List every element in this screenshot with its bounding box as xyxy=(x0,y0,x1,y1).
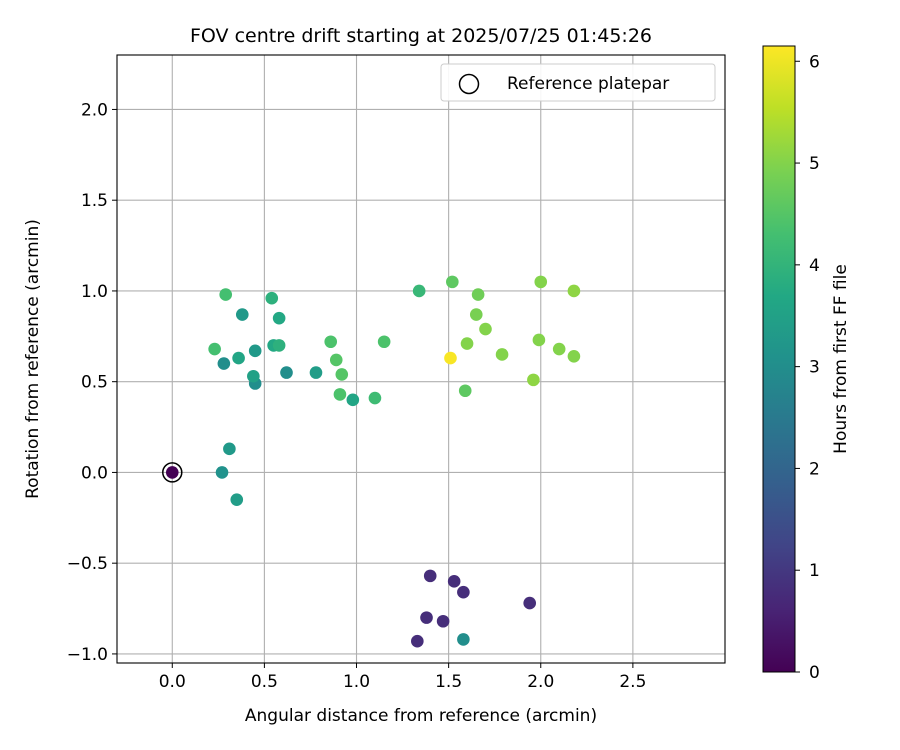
x-tick-label: 0.0 xyxy=(159,672,186,692)
y-tick-label: 2.0 xyxy=(81,100,108,120)
y-tick-label: 0.5 xyxy=(81,373,108,393)
y-tick-label: −1.0 xyxy=(67,645,108,665)
x-tick-label: 0.5 xyxy=(251,672,278,692)
data-point xyxy=(532,333,546,347)
reference-point-group xyxy=(162,462,183,483)
y-tick-label: −0.5 xyxy=(67,554,108,574)
data-point xyxy=(436,614,450,628)
y-axis-ticks: −1.0 −0.5 0.0 0.5 1.0 1.5 2.0 xyxy=(67,100,117,665)
colorbar-tick-label: 6 xyxy=(809,52,820,72)
plot-area: 0.0 0.5 1.0 1.5 2.0 2.5 −1.0 −0.5 0.0 0.5 1.0 1.5 2… xyxy=(67,54,726,692)
data-point xyxy=(552,342,566,356)
data-point xyxy=(412,284,426,298)
data-point xyxy=(527,373,540,387)
data-point xyxy=(235,308,249,321)
y-tick-label: 0.0 xyxy=(81,463,108,483)
data-point xyxy=(230,493,244,506)
plot-background xyxy=(117,55,725,663)
y-axis-label: Rotation from reference (arcmin) xyxy=(23,219,43,499)
colorbar: 0 1 2 3 4 5 6 Hours from first FF file xyxy=(762,45,851,683)
legend-entry-label: Reference platepar xyxy=(507,74,669,94)
y-tick-label: 1.5 xyxy=(81,191,108,211)
grid-lines xyxy=(117,55,725,663)
data-point xyxy=(333,388,347,401)
data-point xyxy=(223,442,236,456)
data-point xyxy=(247,369,260,383)
data-point xyxy=(534,275,548,289)
colorbar-gradient xyxy=(762,45,796,673)
reference-point-fill xyxy=(165,466,179,479)
data-point xyxy=(208,342,221,356)
data-point xyxy=(567,284,581,298)
legend: Reference platepar xyxy=(440,63,716,102)
data-point xyxy=(479,322,492,336)
data-point xyxy=(309,366,323,379)
data-point xyxy=(411,634,424,648)
data-point xyxy=(232,351,245,365)
data-point xyxy=(280,366,293,379)
x-tick-label: 2.0 xyxy=(527,672,554,692)
colorbar-tick-label: 3 xyxy=(809,358,820,378)
data-point xyxy=(444,351,457,365)
data-point xyxy=(458,384,472,398)
colorbar-tick-label: 4 xyxy=(809,256,820,276)
colorbar-ticks: 0 1 2 3 4 5 6 xyxy=(795,52,820,683)
data-point xyxy=(272,311,286,325)
data-point xyxy=(215,466,229,479)
data-point xyxy=(446,275,459,289)
chart-title: FOV centre drift starting at 2025/07/25 … xyxy=(190,25,652,47)
data-point xyxy=(420,611,433,624)
x-tick-label: 1.5 xyxy=(435,672,462,692)
legend-reference-marker xyxy=(458,73,480,95)
data-point xyxy=(457,585,470,599)
colorbar-label: Hours from first FF file xyxy=(831,264,851,454)
colorbar-tick-label: 0 xyxy=(809,663,820,683)
colorbar-tick-label: 1 xyxy=(809,561,820,581)
data-point xyxy=(447,575,461,588)
data-point xyxy=(248,344,262,358)
x-tick-label: 2.5 xyxy=(619,672,646,692)
data-point xyxy=(523,596,537,610)
data-point xyxy=(329,353,343,367)
x-axis-label: Angular distance from reference (arcmin) xyxy=(245,706,597,726)
data-point xyxy=(377,335,391,349)
plot-frame xyxy=(116,54,726,664)
x-tick-label: 1.0 xyxy=(343,672,370,692)
data-point xyxy=(272,339,286,352)
reference-point-marker xyxy=(162,462,183,483)
data-point xyxy=(567,349,581,363)
data-point xyxy=(423,569,437,583)
data-point xyxy=(217,357,231,370)
data-point xyxy=(471,288,485,301)
data-point xyxy=(335,368,349,381)
data-points xyxy=(208,275,581,648)
data-point xyxy=(324,335,338,349)
data-point xyxy=(265,291,279,305)
data-point xyxy=(219,288,233,301)
data-point xyxy=(460,337,474,350)
data-point xyxy=(469,308,483,321)
data-point xyxy=(495,348,509,361)
colorbar-tick-label: 5 xyxy=(809,154,820,174)
data-point xyxy=(346,393,360,407)
legend-box xyxy=(440,63,716,102)
colorbar-tick-label: 2 xyxy=(809,459,820,479)
y-tick-label: 1.0 xyxy=(81,282,108,302)
data-point xyxy=(457,633,470,646)
x-axis-ticks: 0.0 0.5 1.0 1.5 2.0 2.5 xyxy=(159,663,646,692)
data-point xyxy=(368,391,382,405)
